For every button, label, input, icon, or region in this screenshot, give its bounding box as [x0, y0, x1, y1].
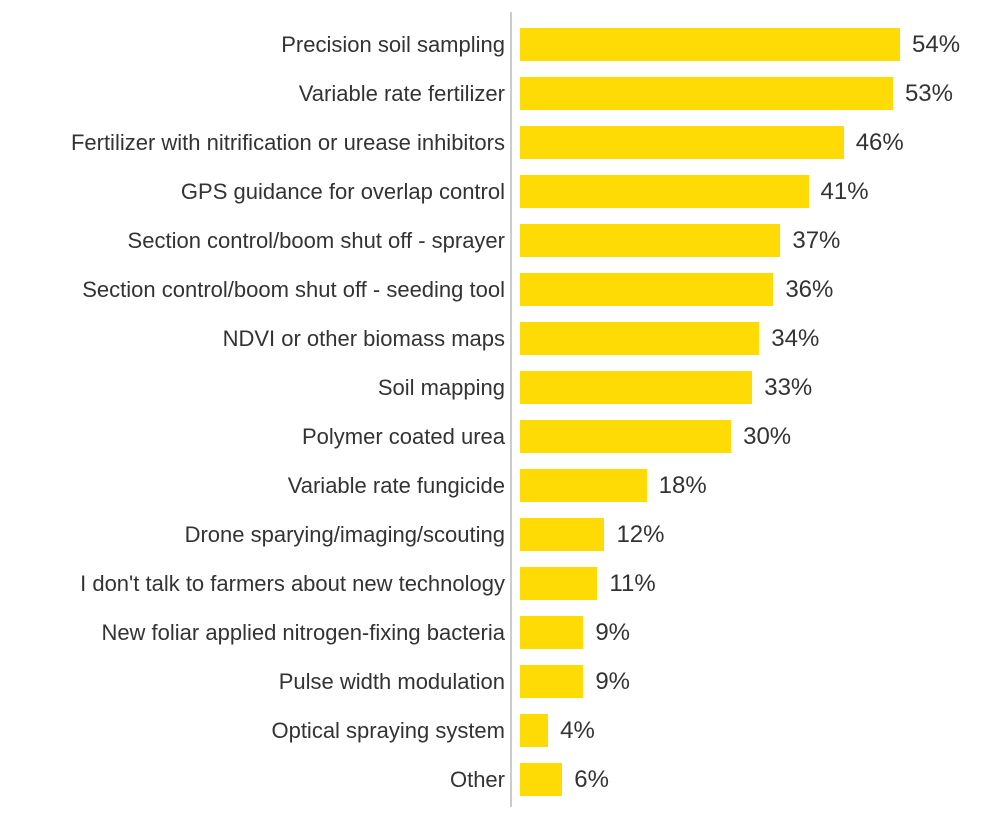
bar-value: 9% — [595, 668, 630, 696]
bar-label: Section control/boom shut off - seeding … — [10, 277, 520, 303]
bar — [520, 714, 548, 747]
bar — [520, 518, 604, 551]
bar-area: 53% — [520, 69, 970, 118]
bar — [520, 665, 583, 698]
bar — [520, 420, 731, 453]
bar-label: Fertilizer with nitrification or urease … — [10, 130, 520, 156]
chart-row: Fertilizer with nitrification or urease … — [10, 118, 970, 167]
bar-area: 33% — [520, 363, 970, 412]
bar-area: 9% — [520, 657, 970, 706]
bar-label: Variable rate fertilizer — [10, 81, 520, 107]
bar-label: Variable rate fungicide — [10, 473, 520, 499]
chart-row: Other 6% — [10, 755, 970, 804]
bar-label: NDVI or other biomass maps — [10, 326, 520, 352]
bar-area: 4% — [520, 706, 970, 755]
bar-label: Other — [10, 767, 520, 793]
chart-row: Precision soil sampling 54% — [10, 20, 970, 69]
bar-area: 37% — [520, 216, 970, 265]
bar — [520, 469, 647, 502]
chart-row: New foliar applied nitrogen-fixing bacte… — [10, 608, 970, 657]
bar-value: 41% — [821, 178, 869, 206]
bar-area: 41% — [520, 167, 970, 216]
chart-row: Soil mapping 33% — [10, 363, 970, 412]
bar-value: 53% — [905, 80, 953, 108]
bar-area: 18% — [520, 461, 970, 510]
bar — [520, 77, 893, 110]
bar-label: Section control/boom shut off - sprayer — [10, 228, 520, 254]
bar-label: GPS guidance for overlap control — [10, 179, 520, 205]
chart-row: Variable rate fungicide 18% — [10, 461, 970, 510]
bar-area: 54% — [520, 20, 970, 69]
bar-value: 11% — [609, 570, 655, 598]
bar-label: Optical spraying system — [10, 718, 520, 744]
bar — [520, 322, 759, 355]
chart-row: GPS guidance for overlap control 41% — [10, 167, 970, 216]
bar — [520, 28, 900, 61]
bar — [520, 224, 780, 257]
bar — [520, 126, 844, 159]
bar-area: 36% — [520, 265, 970, 314]
bar-value: 36% — [785, 276, 833, 304]
chart-row: Optical spraying system 4% — [10, 706, 970, 755]
bar — [520, 175, 809, 208]
bar-area: 34% — [520, 314, 970, 363]
chart-row: Drone sparying/imaging/scouting 12% — [10, 510, 970, 559]
bar-value: 34% — [771, 325, 819, 353]
bar-label: Precision soil sampling — [10, 32, 520, 58]
chart-row: Section control/boom shut off - seeding … — [10, 265, 970, 314]
chart-row: Pulse width modulation 9% — [10, 657, 970, 706]
bar-area: 6% — [520, 755, 970, 804]
axis-tick — [510, 12, 512, 20]
bar-area: 12% — [520, 510, 970, 559]
bar-value: 30% — [743, 423, 791, 451]
bar-value: 33% — [764, 374, 812, 402]
bar-label: Polymer coated urea — [10, 424, 520, 450]
bar — [520, 763, 562, 796]
bar-area: 46% — [520, 118, 970, 167]
bar-label: I don't talk to farmers about new techno… — [10, 571, 520, 597]
bar-area: 11% — [520, 559, 970, 608]
chart-row: Variable rate fertilizer 53% — [10, 69, 970, 118]
bar-label: New foliar applied nitrogen-fixing bacte… — [10, 620, 520, 646]
bar-value: 4% — [560, 717, 595, 745]
bar-label: Pulse width modulation — [10, 669, 520, 695]
bar-label: Soil mapping — [10, 375, 520, 401]
bar-value: 54% — [912, 31, 960, 59]
bar — [520, 616, 583, 649]
chart-row: Polymer coated urea 30% — [10, 412, 970, 461]
bar-chart: Precision soil sampling 54% Variable rate … — [10, 20, 970, 807]
chart-row: I don't talk to farmers about new techno… — [10, 559, 970, 608]
bar — [520, 273, 773, 306]
bar-label: Drone sparying/imaging/scouting — [10, 522, 520, 548]
bar-area: 30% — [520, 412, 970, 461]
chart-row: NDVI or other biomass maps 34% — [10, 314, 970, 363]
bar-value: 12% — [616, 521, 664, 549]
bar — [520, 567, 597, 600]
bar-value: 46% — [856, 129, 904, 157]
bar-value: 9% — [595, 619, 630, 647]
bar-area: 9% — [520, 608, 970, 657]
chart-row: Section control/boom shut off - sprayer 3… — [10, 216, 970, 265]
bar-value: 37% — [792, 227, 840, 255]
bar-value: 6% — [574, 766, 609, 794]
bar-value: 18% — [659, 472, 707, 500]
bar — [520, 371, 752, 404]
